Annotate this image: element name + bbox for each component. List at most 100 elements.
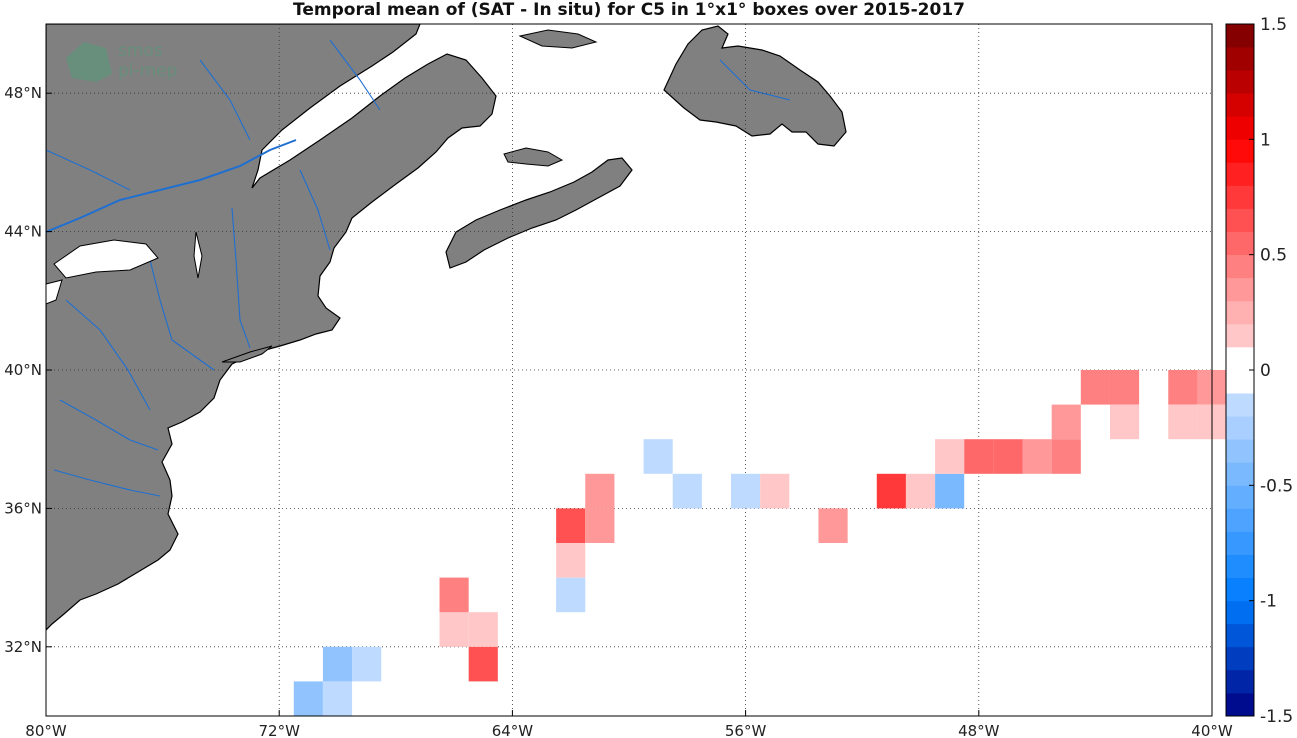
anomaly-box: [643, 439, 673, 474]
lon-tick-label: 56°W: [725, 722, 767, 738]
lon-tick-label: 40°W: [1191, 722, 1233, 738]
colorbar-segment: [1226, 462, 1254, 486]
anomaly-box: [818, 508, 848, 543]
anomaly-box: [556, 543, 586, 578]
colorbar-segment: [1226, 277, 1254, 302]
river-ottawa: [46, 149, 131, 191]
graticule: [46, 24, 1212, 716]
colorbar-segment: [1226, 370, 1254, 394]
anomaly-box: [439, 612, 469, 647]
colorbar-segment: [1226, 93, 1254, 117]
lat-tick-label: 44°N: [4, 223, 42, 241]
colorbar-segment: [1226, 508, 1254, 532]
land-prince-edward-island: [503, 147, 564, 167]
lake-champlain: [193, 231, 203, 279]
anomaly-box: [1051, 439, 1081, 474]
anomaly-box: [935, 473, 965, 509]
smos-pi-mep-logo: smos pi-mep: [66, 41, 177, 82]
lat-tick-label: 48°N: [4, 84, 42, 102]
land-anticosti-island: [518, 29, 598, 49]
anomaly-box: [672, 473, 702, 509]
lat-tick-label: 32°N: [4, 638, 42, 656]
colorbar-segment: [1226, 600, 1254, 625]
anomaly-box: [876, 473, 906, 509]
colorbar-tick-label: 0.5: [1260, 246, 1287, 266]
lon-tick-label: 64°W: [492, 722, 534, 738]
colorbar-segment: [1226, 554, 1254, 578]
colorbar-segment: [1226, 70, 1254, 94]
colorbar-tick-label: -1: [1260, 592, 1277, 612]
anomaly-box: [935, 439, 965, 474]
anomaly-box: [760, 473, 790, 509]
anomaly-box: [1051, 404, 1081, 440]
colorbar-tick-label: -0.5: [1260, 476, 1293, 496]
lake-ontario: [53, 239, 159, 279]
colorbar-segment: [1226, 162, 1254, 186]
river-james: [53, 469, 161, 497]
logo-text-smos: smos: [118, 41, 163, 61]
lake-layer: [45, 231, 203, 305]
river-penobscot: [299, 169, 331, 251]
lon-tick-label: 72°W: [258, 722, 300, 738]
lon-tick-label: 48°W: [958, 722, 1000, 738]
lat-tick-label: 40°N: [4, 361, 42, 379]
anomaly-boxes: [293, 370, 1227, 716]
colorbar-segment: [1226, 185, 1254, 209]
land-north-america: [46, 24, 497, 631]
anomaly-box: [1168, 404, 1198, 440]
river-connecticut: [231, 207, 251, 349]
anomaly-box: [731, 473, 761, 509]
river-potomac: [59, 399, 159, 451]
colorbar-tick-label: 1: [1260, 130, 1271, 150]
colorbar-segment: [1226, 139, 1254, 163]
colorbar-segment: [1226, 24, 1254, 48]
anomaly-box: [1109, 370, 1140, 405]
colorbar-segment: [1226, 531, 1254, 555]
river-layer: [46, 39, 791, 497]
river-susquehanna: [65, 299, 151, 411]
river-labrador: [329, 39, 381, 111]
anomaly-box: [585, 473, 615, 509]
anomaly-box: [1168, 370, 1198, 405]
river-newfoundland: [719, 59, 791, 101]
colorbar-segment: [1226, 300, 1254, 325]
axis-ticks: 80°W 72°W 64°W 56°W 48°W 40°W 32°N 36°N 40°N 44°N…: [4, 84, 1233, 738]
colorbar-segment: [1226, 416, 1254, 440]
colorbar-tick-label: 1.5: [1260, 15, 1287, 35]
anomaly-box: [439, 577, 469, 613]
colorbar-segment: [1226, 692, 1254, 717]
colorbar-segment: [1226, 393, 1254, 417]
land-nova-scotia: [445, 157, 633, 269]
anomaly-box: [964, 439, 994, 474]
logo-text-pi-mep: pi-mep: [118, 61, 177, 81]
colorbar-tick-label: 0: [1260, 361, 1271, 381]
anomaly-box: [993, 439, 1023, 474]
land-long-island: [221, 345, 273, 363]
anomaly-box: [585, 508, 615, 543]
lon-tick-label: 80°W: [25, 722, 67, 738]
colorbar-segment: [1226, 646, 1254, 671]
colorbar-segment: [1226, 669, 1254, 694]
colorbar-tick-label: -1.5: [1260, 707, 1293, 727]
anomaly-box: [556, 577, 586, 613]
colorbar-segment: [1226, 254, 1254, 279]
anomaly-box: [468, 612, 498, 647]
river-hudson: [149, 259, 215, 371]
anomaly-box: [468, 646, 498, 682]
map-title: Temporal mean of (SAT - In situ) for C5 …: [293, 0, 965, 20]
logo-mark: [66, 42, 112, 82]
anomaly-box: [1109, 404, 1140, 440]
anomaly-box: [905, 473, 936, 509]
colorbar-segment: [1226, 623, 1254, 648]
colorbar-segment: [1226, 231, 1254, 256]
colorbar-segment: [1226, 439, 1254, 463]
colorbar-segment: [1226, 485, 1254, 509]
anomaly-box: [322, 681, 353, 716]
anomaly-box: [1080, 370, 1110, 405]
anomaly-box: [556, 508, 586, 543]
river-saguenay: [199, 59, 251, 141]
colorbar-segment: [1226, 323, 1254, 348]
river-st-lawrence: [46, 139, 297, 233]
colorbar: 1.5 1 0.5 0 -0.5 -1 -1.5: [1225, 15, 1293, 727]
